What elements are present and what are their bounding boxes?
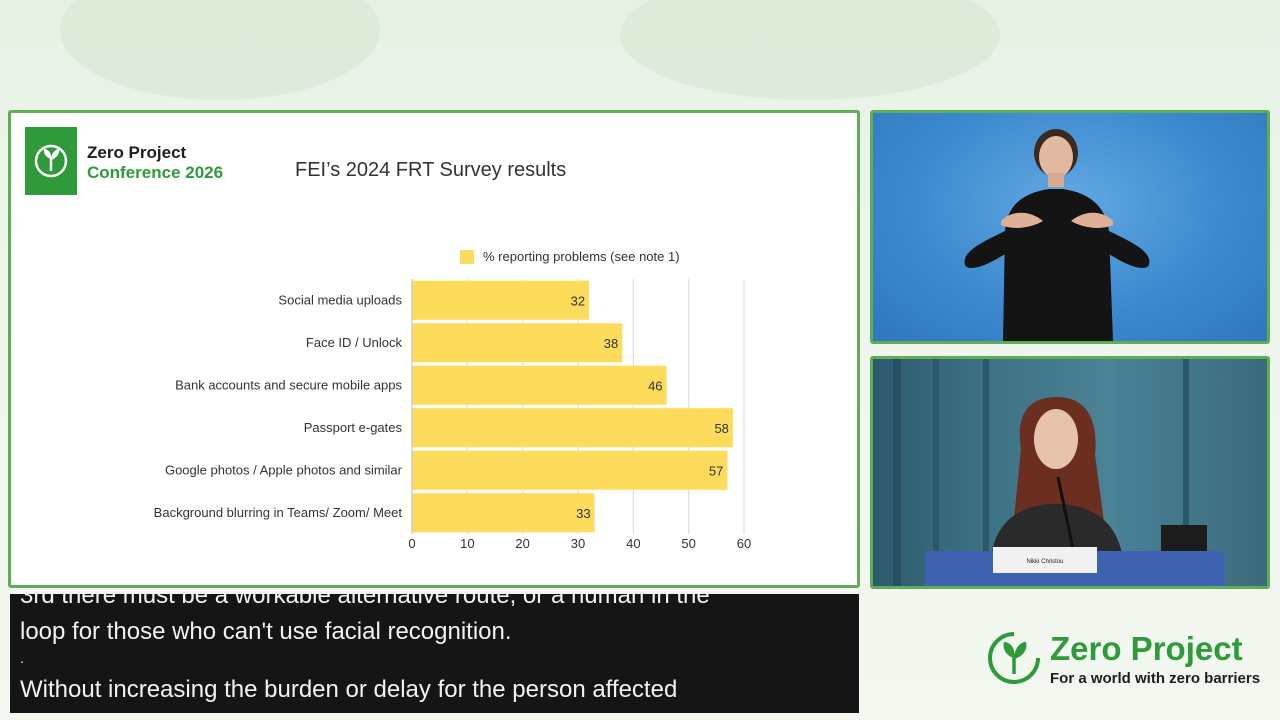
bar-value-label: 32: [571, 293, 585, 308]
legend-label: % reporting problems (see note 1): [483, 249, 680, 264]
x-tick-label: 30: [571, 536, 585, 551]
caption-line: 3rd there must be a workable alternative…: [20, 594, 710, 609]
x-tick-label: 60: [737, 536, 751, 551]
brand-name: Zero Project: [1050, 630, 1243, 667]
bar-chart: 32 Social media uploads 38 Face ID / Unlock…: [154, 249, 752, 551]
bar: [412, 408, 733, 448]
category-label: Google photos / Apple photos and similar: [165, 462, 403, 477]
conference-logo: [25, 127, 77, 195]
caption-line: .: [20, 650, 24, 666]
speaker-nameplate: Nikki Christou: [1026, 559, 1063, 565]
x-tick-label: 50: [681, 536, 695, 551]
x-tick-label: 40: [626, 536, 640, 551]
sprout-logo-icon: [34, 144, 68, 178]
brand-tagline: For a world with zero barriers: [1050, 670, 1261, 687]
presentation-slide: Zero Project Conference 2026 FEI’s 2024 …: [8, 110, 860, 588]
bar-value-label: 33: [576, 506, 590, 521]
x-tick-label: 10: [460, 536, 474, 551]
logo-subtitle: Conference 2026: [87, 163, 224, 182]
caption-line: loop for those who can't use facial reco…: [20, 618, 512, 645]
bar-value-label: 38: [604, 336, 618, 351]
caption-line: Without increasing the burden or delay f…: [20, 676, 678, 703]
bar-value-label: 57: [709, 463, 723, 478]
bar: [412, 323, 623, 363]
bar-value-label: 58: [714, 421, 728, 436]
bar: [412, 450, 728, 490]
bar: [412, 365, 667, 405]
category-label: Passport e-gates: [304, 420, 403, 435]
speaker-scene: Nikki Christou: [893, 359, 1225, 586]
sign-language-interpreter-video: [870, 110, 1270, 344]
category-label: Bank accounts and secure mobile apps: [175, 377, 402, 392]
category-label: Social media uploads: [278, 292, 402, 307]
category-label: Background blurring in Teams/ Zoom/ Meet: [154, 505, 403, 520]
logo-title: Zero Project: [87, 143, 187, 162]
background-shape: [60, 0, 380, 100]
bar: [412, 280, 590, 320]
background-shape: [620, 0, 1000, 100]
category-label: Face ID / Unlock: [306, 335, 403, 350]
x-tick-label: 20: [515, 536, 529, 551]
bar: [412, 493, 595, 533]
interpreter-figure: [964, 129, 1150, 341]
zero-project-logo-icon: [988, 632, 1040, 684]
live-captions: 3rd there must be a workable alternative…: [10, 594, 859, 713]
speaker-video: Nikki Christou: [870, 356, 1270, 589]
bar-value-label: 46: [648, 378, 662, 393]
x-tick-label: 0: [408, 536, 415, 551]
slide-title: FEI’s 2024 FRT Survey results: [295, 159, 567, 181]
legend-swatch: [460, 250, 474, 264]
